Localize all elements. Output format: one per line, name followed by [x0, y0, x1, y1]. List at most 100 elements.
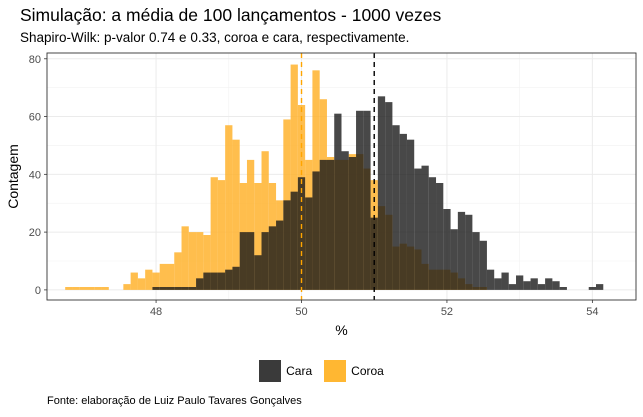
source-caption: Fonte: elaboração de Luiz Paulo Tavares …: [47, 395, 302, 407]
bar-coroa: [166, 263, 175, 290]
bar-cara: [334, 113, 342, 290]
bar-coroa: [130, 272, 138, 290]
bar-coroa: [65, 287, 73, 290]
bar-cara: [392, 125, 400, 290]
bar-cara: [596, 284, 604, 290]
x-tick-label: 52: [441, 306, 453, 318]
bar-cara: [552, 281, 560, 290]
bar-cara: [174, 287, 182, 290]
bar-cara: [508, 284, 517, 290]
bar-cara: [203, 272, 211, 290]
bar-cara: [152, 287, 160, 290]
legend-item-coroa: Coroa: [324, 360, 384, 382]
bar-coroa: [246, 159, 255, 290]
x-tick-label: 48: [150, 306, 162, 318]
bar-coroa: [225, 125, 233, 290]
bar-cara: [261, 232, 269, 290]
bar-coroa: [101, 287, 109, 290]
bar-coroa: [145, 269, 153, 290]
bar-cara: [494, 278, 502, 290]
bar-coroa: [94, 287, 102, 290]
bar-cara: [232, 266, 240, 290]
x-axis-title: %: [335, 322, 347, 338]
bar-cara: [457, 211, 466, 290]
bar-cara: [239, 232, 247, 290]
bar-cara: [399, 133, 407, 290]
bar-cara: [385, 102, 393, 290]
bar-cara: [348, 157, 357, 290]
bar-cara: [436, 183, 444, 290]
bar-cara: [159, 287, 167, 290]
bar-coroa: [152, 272, 160, 290]
bar-cara: [421, 165, 429, 290]
bar-cara: [312, 171, 320, 290]
bar-coroa: [254, 183, 262, 290]
y-tick-label: 80: [29, 54, 41, 66]
bar-coroa: [79, 287, 87, 290]
bar-cara: [196, 278, 204, 290]
chart-subtitle: Shapiro-Wilk: p-valor 0.74 e 0.33, coroa…: [20, 30, 410, 45]
plot-panel-border: [46, 52, 637, 301]
legend-label-cara: Cara: [286, 364, 313, 378]
bar-coroa: [196, 232, 204, 290]
bar-cara: [530, 278, 538, 290]
bar-cara: [283, 200, 291, 290]
bar-coroa: [261, 151, 269, 290]
bar-cara: [290, 191, 298, 290]
y-tick-label: 20: [29, 227, 41, 239]
legend-key-coroa: [324, 360, 347, 382]
bar-coroa: [174, 252, 182, 290]
bar-cara: [181, 287, 189, 290]
y-axis-title: Contagem: [5, 144, 21, 209]
bar-cara: [414, 168, 422, 290]
bar-coroa: [188, 232, 197, 290]
bar-coroa: [210, 177, 218, 290]
chart-title: Simulação: a média de 100 lançamentos - …: [20, 5, 442, 25]
axes: 48 50 52 54 0 20 40 60 80% Contagem: [5, 52, 637, 338]
bar-cara: [217, 272, 226, 290]
bar-cara: [406, 139, 415, 290]
bar-coroa: [137, 278, 146, 290]
bar-coroa: [72, 287, 80, 290]
histogram-bars: [65, 64, 604, 290]
bar-cara: [516, 275, 524, 290]
bar-cara: [545, 278, 553, 290]
legend-item-cara: Cara: [259, 360, 312, 382]
bar-coroa: [123, 284, 131, 290]
bar-cara: [268, 226, 277, 290]
bar-cara: [479, 240, 487, 290]
bar-cara: [225, 269, 233, 290]
y-tick-label: 0: [35, 285, 41, 297]
bar-cara: [428, 177, 437, 290]
bar-cara: [166, 287, 175, 290]
bar-coroa: [203, 235, 211, 290]
bar-cara: [254, 255, 262, 290]
bar-cara: [588, 287, 597, 290]
bar-cara: [377, 96, 386, 290]
bar-coroa: [217, 180, 226, 290]
bar-cara: [326, 159, 335, 290]
bar-cara: [356, 110, 364, 290]
bar-cara: [472, 232, 480, 290]
bar-cara: [523, 281, 531, 290]
legend-key-cara: [259, 360, 282, 382]
x-tick-label: 50: [295, 306, 307, 318]
legend: Cara Coroa: [0, 360, 643, 382]
bar-cara: [443, 209, 451, 290]
bar-cara: [465, 214, 473, 290]
bar-cara: [319, 159, 327, 290]
bar-coroa: [159, 263, 167, 290]
bar-cara: [276, 220, 284, 290]
bar-cara: [305, 197, 313, 290]
bar-cara: [486, 269, 495, 290]
bar-cara: [363, 110, 371, 290]
bar-cara: [537, 284, 546, 290]
y-tick-label: 60: [29, 112, 41, 124]
bar-cara: [188, 287, 197, 290]
bar-coroa: [232, 139, 240, 290]
bar-cara: [559, 287, 567, 290]
bar-coroa: [290, 64, 298, 290]
bar-cara: [210, 272, 218, 290]
bar-cara: [246, 232, 255, 290]
